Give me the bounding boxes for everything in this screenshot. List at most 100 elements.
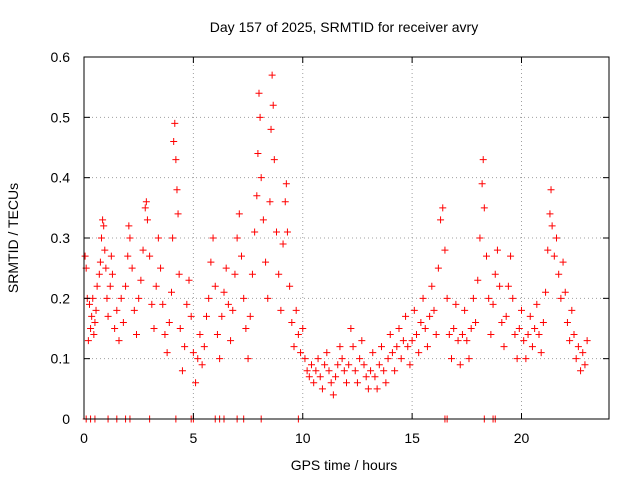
data-point [187, 312, 195, 320]
data-point [364, 385, 372, 393]
data-point [353, 379, 361, 387]
data-point [563, 318, 571, 326]
data-point [493, 246, 501, 254]
data-point [257, 174, 265, 182]
data-point [176, 325, 184, 332]
data-point [240, 294, 248, 302]
data-point [246, 312, 254, 320]
data-point [269, 101, 277, 109]
data-point [483, 252, 490, 260]
data-point [546, 210, 554, 218]
data-point [161, 331, 169, 339]
data-point [343, 379, 350, 387]
data-point [216, 355, 224, 363]
data-point [148, 300, 156, 308]
data-point [88, 312, 96, 320]
data-point [233, 234, 241, 242]
data-point [568, 306, 576, 314]
data-point [421, 325, 429, 332]
y-tick-label: 0.1 [51, 351, 71, 367]
data-point [413, 331, 420, 339]
y-tick-label: 0.2 [51, 290, 71, 306]
data-point [310, 379, 318, 387]
data-point [467, 325, 475, 332]
data-point [323, 349, 331, 357]
data-point [92, 306, 100, 314]
data-point [81, 252, 89, 260]
data-point [518, 306, 525, 314]
data-point [200, 343, 208, 351]
data-point [561, 288, 569, 296]
data-point [336, 343, 344, 351]
data-point [305, 373, 313, 381]
data-point [89, 294, 97, 302]
data-point [553, 234, 560, 242]
data-point [557, 294, 565, 302]
data-point [515, 325, 523, 332]
data-point [273, 228, 280, 236]
data-point [181, 343, 189, 351]
data-point [133, 331, 140, 339]
data-point [430, 306, 438, 314]
y-tick-label: 0.5 [51, 109, 71, 125]
data-point [178, 367, 186, 375]
data-point [566, 337, 574, 345]
data-point [173, 186, 181, 194]
data-point [367, 367, 375, 375]
data-point [277, 306, 285, 314]
data-point [502, 312, 510, 320]
data-point [312, 367, 320, 375]
data-point [218, 312, 226, 320]
data-point [496, 282, 504, 290]
data-point [142, 198, 150, 206]
data-point [393, 343, 401, 351]
data-point [581, 361, 589, 369]
data-point [450, 325, 458, 332]
data-point [117, 294, 125, 302]
data-point [448, 355, 455, 363]
data-point [99, 216, 107, 224]
data-point [125, 222, 133, 230]
data-point [288, 318, 296, 326]
y-axis-title: SRMTID / TECUs [5, 183, 21, 293]
data-point [371, 373, 379, 381]
data-point [183, 300, 191, 308]
data-point [262, 258, 270, 266]
data-point [432, 331, 440, 339]
data-point [487, 331, 495, 339]
data-point [152, 282, 160, 290]
data-point [332, 373, 340, 381]
data-point [378, 343, 385, 351]
data-point [169, 234, 177, 242]
data-point [445, 331, 453, 339]
data-point [500, 343, 508, 351]
data-point [375, 361, 383, 369]
data-point [426, 312, 434, 320]
data-point [275, 270, 283, 278]
data-point [128, 264, 136, 272]
data-point [351, 367, 359, 375]
x-tick-label: 15 [404, 430, 420, 446]
data-point [229, 306, 237, 314]
data-point [559, 258, 567, 266]
data-point [231, 270, 239, 278]
data-point [227, 337, 235, 345]
data-point [399, 337, 407, 345]
data-point [415, 349, 423, 357]
data-point [235, 210, 243, 218]
data-point [314, 355, 322, 363]
data-point [583, 337, 591, 345]
data-point [192, 379, 200, 387]
data-point [547, 186, 555, 194]
x-tick-label: 20 [514, 430, 530, 446]
data-point [174, 210, 182, 218]
data-point [194, 355, 202, 363]
data-point [106, 282, 114, 290]
data-point [489, 300, 497, 308]
x-tick-label: 0 [80, 430, 88, 446]
data-point [281, 198, 289, 206]
data-point [417, 318, 425, 326]
data-point [491, 270, 499, 278]
data-point [391, 367, 399, 375]
